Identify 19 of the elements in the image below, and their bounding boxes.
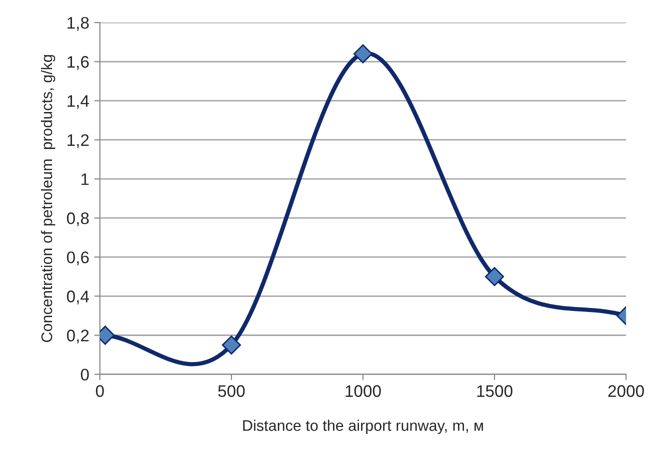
point <box>222 335 241 355</box>
y-axis-title: Concentration of petroleum products, g/kg <box>40 55 56 342</box>
x-axis-title: Distance to the airport runway, m, м <box>243 420 483 434</box>
x-tick-label: 2000 <box>608 385 644 397</box>
point <box>353 44 373 64</box>
y-tick-label: 1,8 <box>68 16 89 31</box>
x-tick-label: 500 <box>218 385 245 397</box>
y-tick-label: 1,2 <box>68 134 89 148</box>
y-tick-label: 0 <box>80 368 89 381</box>
x-tick-label: 1500 <box>477 385 512 397</box>
y-tick-label: 1,4 <box>68 95 89 109</box>
y-tick-label: 0,2 <box>66 330 89 344</box>
x-tick-label: 0 <box>96 385 104 397</box>
y-tick-label: 0,6 <box>66 251 89 266</box>
y-tick-label: 1 <box>81 173 89 185</box>
y-tick-label: 0,4 <box>66 290 89 304</box>
x-tick-label: 1000 <box>346 385 381 397</box>
y-tick-label: 1,6 <box>68 56 89 70</box>
y-tick-label: 0,8 <box>66 212 89 226</box>
